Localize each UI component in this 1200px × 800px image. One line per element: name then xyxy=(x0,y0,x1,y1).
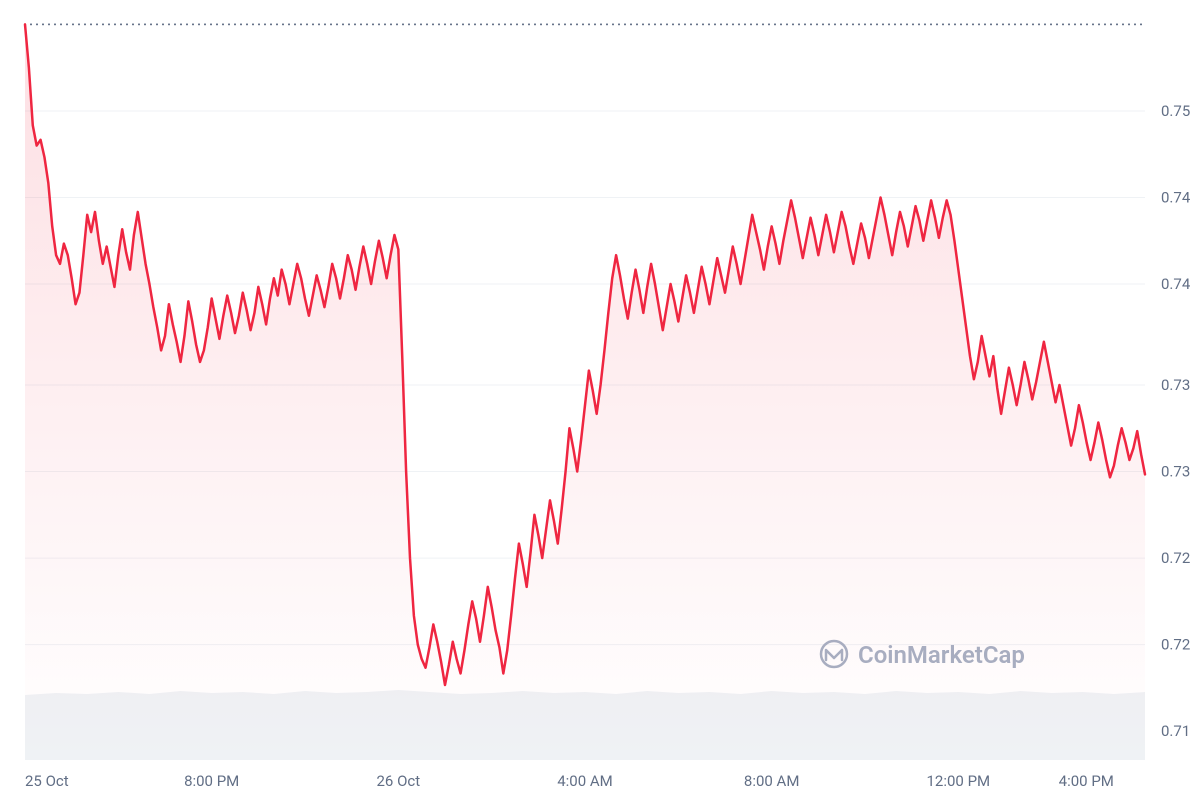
x-axis-label: 12:00 PM xyxy=(927,772,991,790)
y-axis-label: 0.74 xyxy=(1161,189,1191,207)
y-axis-label: 0.74 xyxy=(1161,275,1191,293)
x-axis-label: 25 Oct xyxy=(25,772,69,790)
y-axis-label: 0.72 xyxy=(1161,636,1190,654)
y-axis-label: 0.75 xyxy=(1161,102,1190,120)
chart-canvas: 0.750.740.740.730.730.720.720.71CoinMark… xyxy=(0,0,1200,800)
y-axis-label: 0.71 xyxy=(1161,722,1190,740)
x-axis-label: 8:00 PM xyxy=(184,772,239,790)
y-axis-label: 0.72 xyxy=(1161,549,1190,567)
x-axis-label: 26 Oct xyxy=(376,772,420,790)
x-axis-label: 4:00 AM xyxy=(557,772,613,790)
x-axis-label: 8:00 AM xyxy=(744,772,800,790)
x-axis-label: 4:00 PM xyxy=(1059,772,1114,790)
y-axis-label: 0.73 xyxy=(1161,463,1190,481)
y-axis-label: 0.73 xyxy=(1161,376,1190,394)
price-chart[interactable]: 0.750.740.740.730.730.720.720.71CoinMark… xyxy=(0,0,1200,800)
